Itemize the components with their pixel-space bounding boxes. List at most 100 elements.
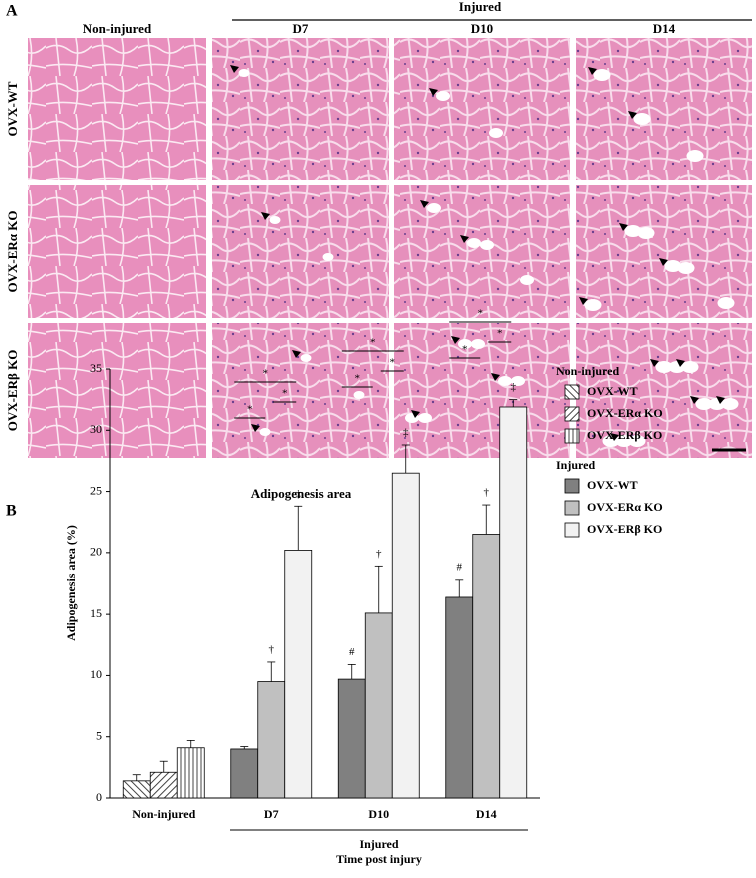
arrowhead — [491, 373, 500, 381]
fat-vacuole — [427, 203, 441, 213]
histology-image — [576, 323, 752, 458]
bar — [284, 550, 313, 799]
bar — [337, 678, 366, 799]
bar — [391, 472, 420, 799]
significance-marker: ‡ — [296, 488, 302, 500]
fat-vacuole — [655, 361, 673, 373]
histology-image — [212, 38, 389, 180]
bar — [176, 747, 205, 799]
significance-marker: ‡ — [511, 381, 517, 393]
panel-label: B — [6, 503, 17, 520]
histology-image — [394, 38, 570, 180]
arrowhead — [230, 65, 239, 73]
comparison-label: * — [355, 373, 361, 385]
legend-swatch — [564, 478, 580, 494]
fat-vacuole — [624, 225, 642, 237]
y-tick-label: 15 — [90, 606, 102, 620]
fat-vacuole — [511, 376, 525, 386]
fat-vacuole — [664, 260, 682, 272]
y-axis-label: Adipogenesis area (%) — [64, 525, 78, 641]
fat-vacuole — [480, 240, 494, 250]
arrowhead — [690, 396, 699, 404]
arrowhead — [610, 433, 619, 441]
arrowhead — [628, 111, 637, 119]
arrowhead — [292, 350, 301, 358]
comparison-label: * — [478, 308, 484, 320]
arrowhead — [659, 258, 668, 266]
fat-vacuole — [458, 339, 472, 349]
fat-vacuole — [637, 227, 655, 239]
legend-label: OVX-ERα KO — [587, 500, 663, 514]
bar — [364, 612, 393, 799]
legend-group-title: Non-injured — [556, 364, 619, 378]
bar — [257, 681, 286, 799]
histology-image — [28, 38, 206, 180]
comparison-label: * — [462, 344, 468, 356]
y-tick-label: 20 — [90, 545, 102, 559]
histology-image — [576, 38, 752, 180]
arrowhead — [650, 359, 659, 367]
arrowhead — [579, 297, 588, 305]
histology-panel: A Injured Non-injured D7 D10 D14 OVX-WT OVX-ERα… — [5, 0, 752, 458]
arrowhead — [251, 424, 260, 432]
significance-marker: † — [484, 487, 490, 499]
y-tick-label: 5 — [96, 728, 102, 742]
x-tick-label: Non-injured — [132, 807, 195, 821]
comparison-label: * — [370, 337, 376, 349]
bar — [499, 406, 528, 799]
arrowhead — [261, 212, 270, 220]
fat-vacuole — [721, 398, 739, 410]
arrowhead — [420, 200, 429, 208]
fat-vacuole — [686, 150, 704, 162]
column-label: D7 — [293, 21, 309, 36]
legend-swatch — [564, 428, 580, 444]
x-tick-label: D14 — [476, 807, 497, 821]
legend-swatch — [564, 522, 580, 538]
histology-image — [212, 185, 389, 318]
group-label: Injured — [459, 0, 502, 14]
fat-vacuole — [628, 435, 646, 447]
x-tick-label: D10 — [368, 807, 389, 821]
fat-vacuole — [633, 113, 651, 125]
fat-vacuole — [593, 69, 611, 81]
fat-vacuole — [269, 216, 281, 224]
y-tick-label: 30 — [90, 422, 102, 436]
fat-vacuole — [695, 398, 713, 410]
arrowhead — [460, 235, 469, 243]
group-label: Injured — [359, 837, 398, 851]
legend-swatch — [564, 406, 580, 422]
bar — [445, 596, 474, 799]
legend-label: OVX-WT — [587, 478, 638, 492]
histology-image — [394, 185, 570, 318]
row-label: OVX-WT — [5, 81, 20, 136]
significance-marker: ‡ — [403, 427, 409, 439]
bar — [149, 771, 178, 799]
arrowhead — [411, 410, 420, 418]
fat-vacuole — [353, 391, 365, 399]
bar — [122, 780, 151, 799]
y-tick-label: 35 — [90, 361, 102, 375]
legend-label: OVX-ERα KO — [587, 406, 663, 420]
arrowhead — [716, 396, 725, 404]
fat-vacuole — [498, 376, 512, 386]
x-tick-label: D7 — [264, 807, 279, 821]
significance-marker: # — [457, 561, 463, 573]
y-tick-label: 0 — [96, 790, 102, 804]
fat-vacuole — [615, 435, 633, 447]
comparison-label: * — [263, 368, 269, 380]
y-tick-label: 25 — [90, 483, 102, 497]
significance-marker: † — [269, 643, 275, 655]
fat-vacuole — [717, 297, 735, 309]
column-label: D14 — [653, 21, 676, 36]
arrowhead — [451, 336, 460, 344]
fat-vacuole — [489, 128, 503, 138]
fat-vacuole — [677, 262, 695, 274]
fat-vacuole — [681, 361, 699, 373]
significance-marker: # — [349, 646, 355, 658]
fat-vacuole — [418, 413, 432, 423]
fat-vacuole — [520, 275, 534, 285]
arrowhead — [588, 67, 597, 75]
fat-vacuole — [238, 69, 250, 77]
fat-vacuole — [322, 253, 334, 261]
